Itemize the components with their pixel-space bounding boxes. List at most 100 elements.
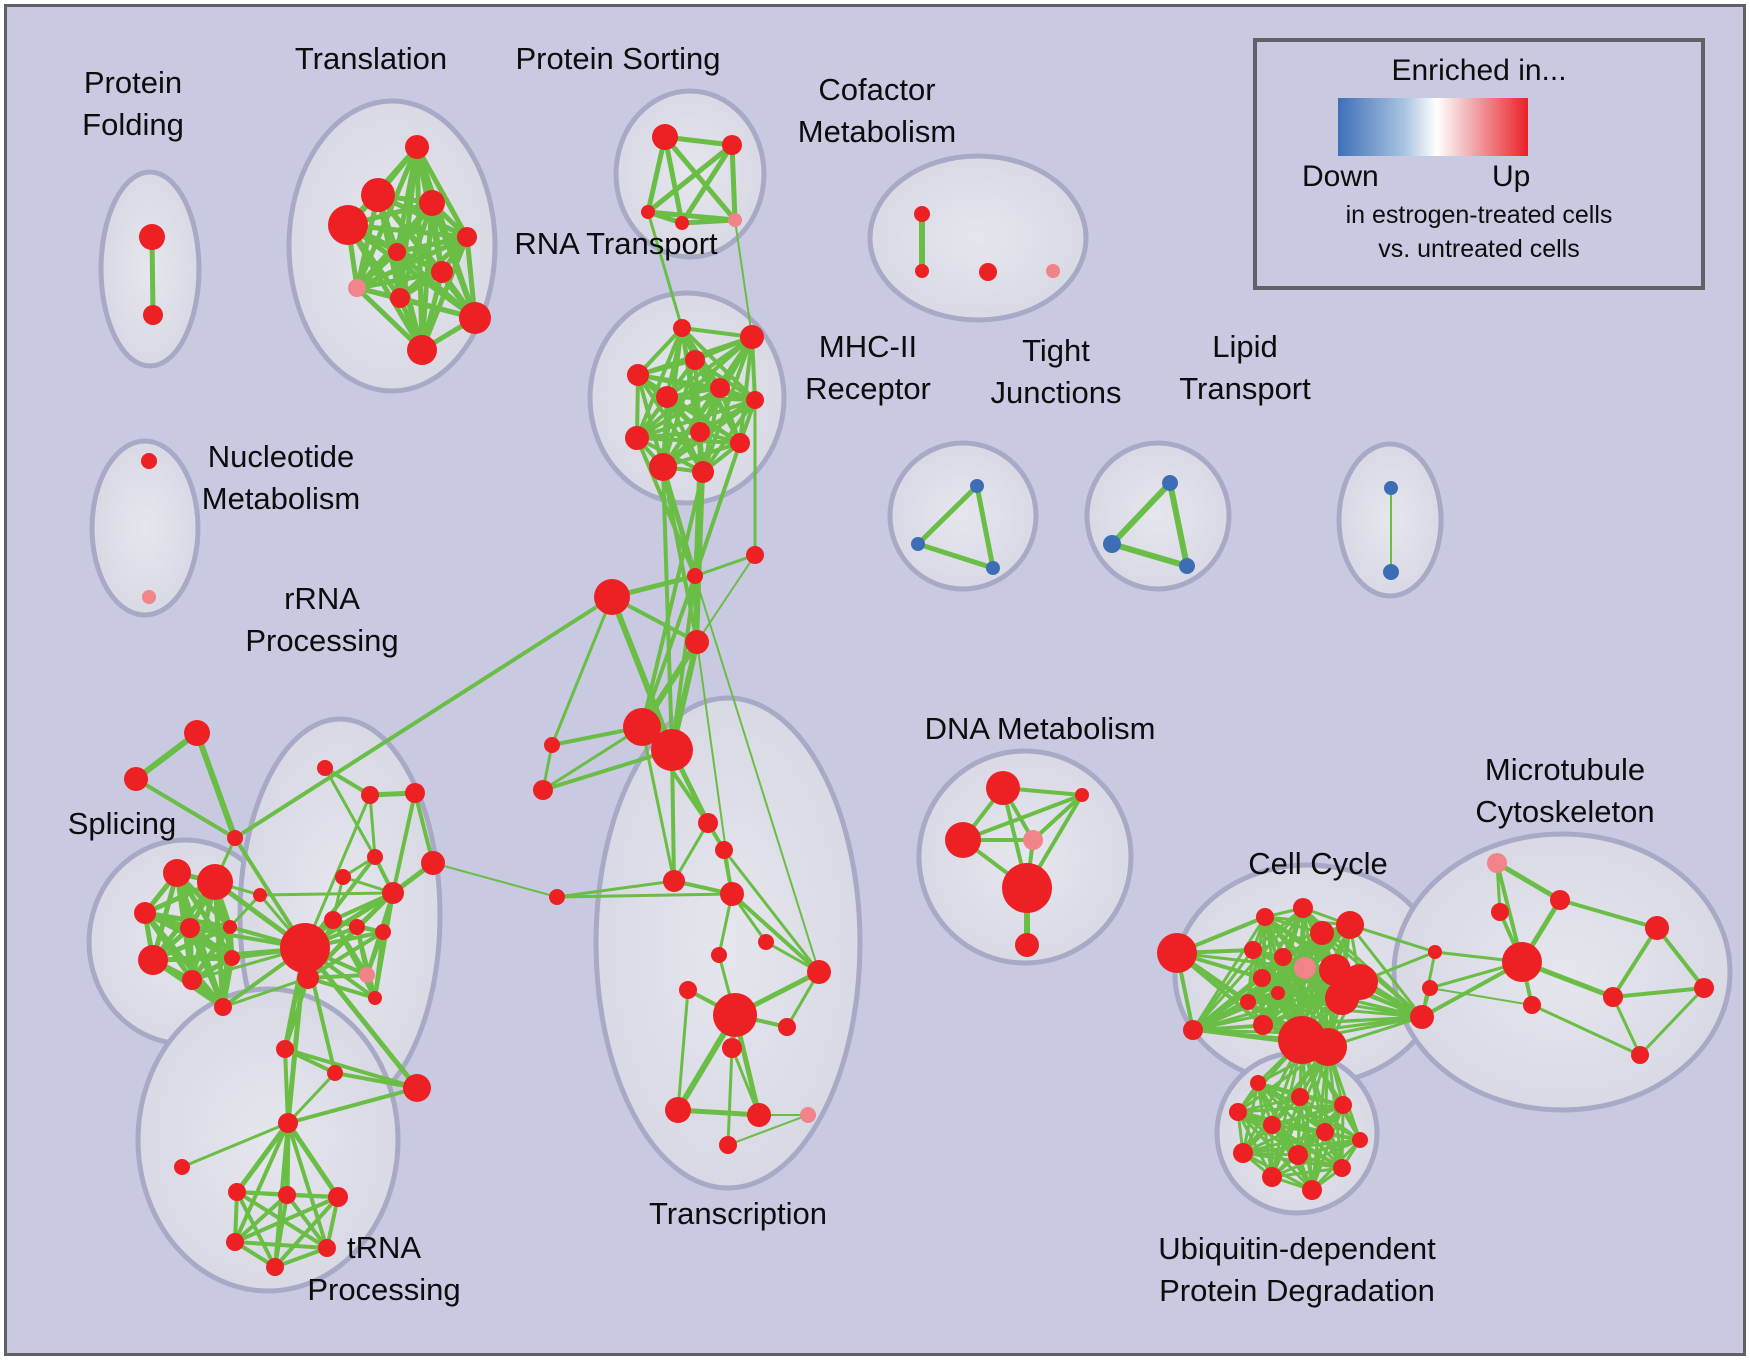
graph-node	[405, 783, 425, 803]
cluster-label-trna-processing: Processing	[307, 1272, 460, 1307]
graph-node	[722, 135, 742, 155]
graph-node	[746, 391, 764, 409]
graph-node	[297, 967, 319, 989]
graph-edge	[1167, 482, 1190, 567]
graph-edge	[542, 748, 673, 792]
graph-node	[226, 1233, 244, 1251]
graph-edge	[1531, 1003, 1641, 1057]
cluster-label-translation: Translation	[295, 41, 447, 76]
graph-edge	[189, 925, 233, 982]
graph-edge	[677, 1107, 760, 1118]
cluster-label-rna-transport: RNA Transport	[514, 226, 718, 261]
graph-node	[945, 822, 981, 858]
graph-edge	[174, 871, 235, 960]
graph-node	[1075, 788, 1089, 802]
cluster-label-trna-processing: tRNA	[347, 1230, 421, 1265]
graph-edge	[306, 930, 385, 980]
graph-node	[1262, 1167, 1282, 1187]
graph-edge	[181, 1121, 289, 1169]
graph-edge	[1611, 926, 1659, 999]
graph-node	[687, 568, 703, 584]
graph-node	[1603, 987, 1623, 1007]
graph-node	[719, 1136, 737, 1154]
graph-edge	[1612, 986, 1705, 999]
graph-node	[359, 967, 375, 983]
graph-edge	[414, 145, 470, 239]
graph-edge	[1495, 860, 1562, 903]
graph-node	[1316, 1123, 1334, 1141]
graph-node	[1410, 1005, 1434, 1029]
graph-node	[1244, 941, 1262, 959]
graph-node	[715, 841, 733, 859]
legend-down-label: Down	[1302, 160, 1379, 193]
graph-node	[1342, 964, 1378, 1000]
graph-node	[807, 960, 831, 984]
graph-edge	[194, 731, 238, 840]
graph-node	[1233, 1143, 1253, 1163]
graph-edge	[726, 1047, 734, 1146]
cluster-label-protein-sorting: Protein Sorting	[515, 41, 720, 76]
cluster-label-tight-junctions: Junctions	[991, 375, 1122, 410]
graph-node	[368, 991, 382, 1005]
graph-node	[403, 1074, 431, 1102]
graph-node	[740, 325, 764, 349]
graph-edge	[662, 136, 685, 224]
graph-edge	[429, 202, 478, 319]
graph-edge	[635, 386, 722, 440]
graph-edge	[738, 336, 754, 444]
graph-node	[1383, 564, 1399, 580]
graph-node	[1183, 1020, 1203, 1040]
graph-edge	[274, 1246, 328, 1269]
graph-node	[1023, 830, 1043, 850]
cluster-label-tight-junctions: Tight	[1022, 333, 1090, 368]
graph-node	[141, 453, 157, 469]
graph-node	[673, 319, 691, 337]
graph-edge	[273, 1194, 289, 1268]
graph-node	[1015, 933, 1039, 957]
graph-node	[713, 993, 757, 1037]
graph-node	[214, 998, 232, 1016]
graph-node	[367, 849, 383, 865]
graph-node	[652, 124, 678, 150]
graph-node	[1523, 996, 1541, 1014]
graph-node	[625, 426, 649, 450]
graph-edge	[556, 879, 675, 899]
graph-edge	[345, 223, 425, 352]
graph-node	[390, 288, 410, 308]
graph-node	[1310, 921, 1334, 945]
graph-edge	[1348, 924, 1424, 1018]
graph-edge	[729, 144, 738, 221]
graph-edge	[1252, 923, 1351, 952]
graph-edge	[1611, 996, 1642, 1056]
graph-node	[986, 771, 1020, 805]
graph-node	[970, 479, 984, 493]
graph-node	[278, 1186, 296, 1204]
graph-node	[544, 737, 560, 753]
graph-edge	[233, 1122, 290, 1243]
graph-edge	[693, 442, 742, 577]
graph-edge	[666, 395, 756, 402]
graph-edge	[681, 217, 736, 226]
graph-edge	[234, 1195, 339, 1244]
graph-edge	[323, 767, 377, 858]
graph-edge	[917, 541, 994, 571]
graph-node	[361, 786, 379, 804]
graph-node	[419, 190, 445, 216]
graph-edge	[235, 1191, 277, 1268]
graph-node	[348, 279, 366, 297]
graph-edge	[556, 892, 733, 899]
graph-node	[746, 546, 764, 564]
graph-node	[594, 579, 630, 615]
cluster-label-rrna-processing: Processing	[245, 623, 398, 658]
graph-edge	[286, 1071, 337, 1125]
cluster-label-cell-cycle: Cell Cycle	[1248, 846, 1388, 881]
legend-subtitle-line1: in estrogen-treated cells	[1345, 201, 1613, 229]
cluster-label-transcription: Transcription	[649, 1196, 827, 1231]
graph-node	[1302, 1180, 1322, 1200]
graph-node	[407, 335, 437, 365]
graph-node	[1422, 980, 1438, 996]
graph-edge	[134, 777, 237, 840]
graph-edge	[356, 269, 443, 291]
graph-node	[1274, 948, 1292, 966]
graph-edge	[285, 1193, 329, 1250]
